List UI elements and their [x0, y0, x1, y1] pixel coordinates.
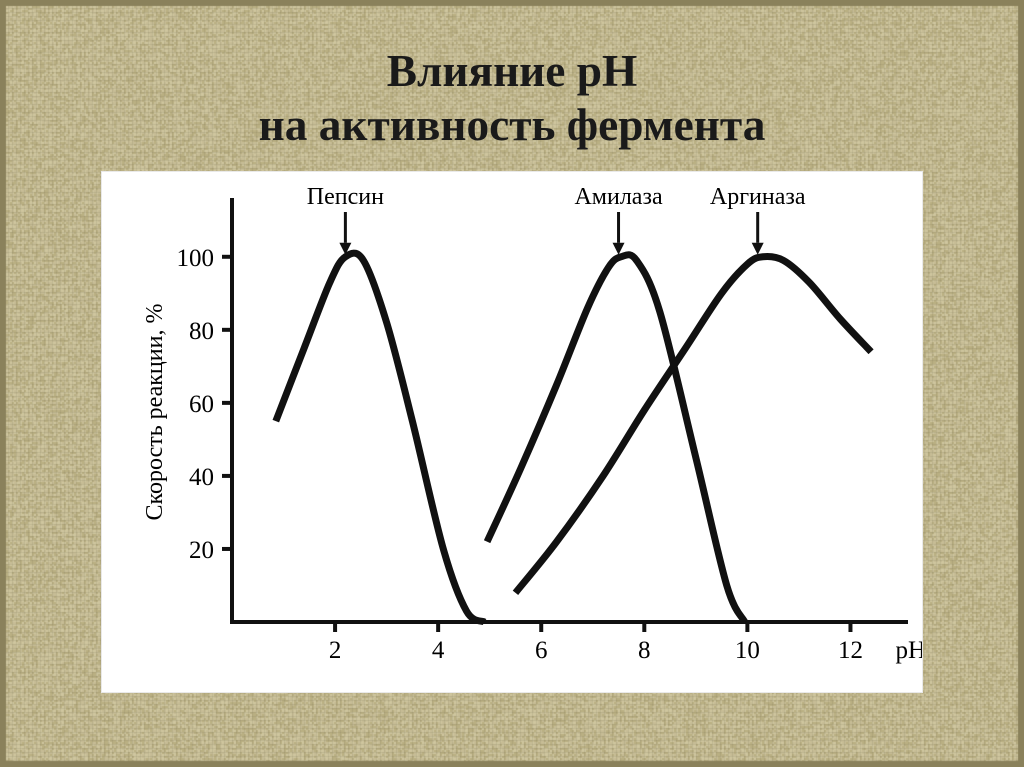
x-axis-label: pH: [895, 637, 922, 664]
y-tick-label: 20: [189, 537, 214, 564]
axes: [232, 198, 908, 622]
x-tick-label: 6: [535, 637, 548, 664]
peak-label: Пепсин: [307, 184, 384, 210]
x-tick-label: 10: [735, 637, 760, 664]
slide-title: Влияние pH на активность фермента: [0, 0, 1024, 171]
x-tick-label: 4: [432, 637, 445, 664]
y-axis-label: Скорость реакции, %: [142, 303, 168, 520]
y-tick-label: 100: [177, 245, 215, 272]
x-tick-label: 2: [329, 637, 342, 664]
y-tick-label: 80: [189, 318, 214, 345]
slide: Влияние pH на активность фермента 20 40 60…: [0, 0, 1024, 767]
curve-аргиназа: [515, 256, 871, 592]
peak-label: Аргиназа: [710, 184, 806, 210]
chart-panel: 20 40 60 80 100 2 4 6 8 10 12 pH Скорость реакции, %…: [101, 171, 923, 693]
peak-label: Амилаза: [574, 184, 662, 210]
title-line-2: на активность фермента: [259, 100, 766, 150]
y-tick-label: 60: [189, 391, 214, 418]
x-tick-label: 8: [638, 637, 651, 664]
y-tick-label: 40: [189, 464, 214, 491]
enzyme-ph-chart: 20 40 60 80 100 2 4 6 8 10 12 pH Скорость реакции, %…: [102, 172, 922, 692]
x-tick-label: 12: [838, 637, 863, 664]
curve-пепсин: [276, 253, 485, 622]
peak-arrow-head: [752, 243, 764, 255]
title-line-1: Влияние pH: [387, 46, 637, 96]
